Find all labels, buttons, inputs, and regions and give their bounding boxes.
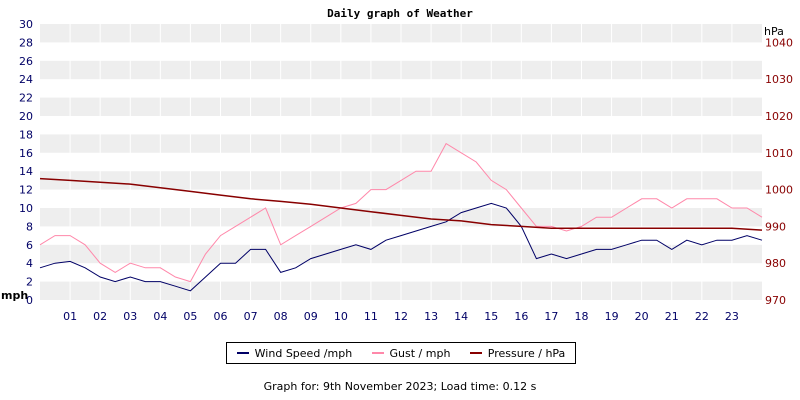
legend-item-pressure: Pressure / hPa (469, 346, 566, 360)
left-tick-label: 6 (26, 239, 33, 252)
right-axis-unit: hPa (764, 25, 784, 38)
left-tick-label: 28 (19, 36, 33, 49)
left-axis-unit: mph (1, 289, 28, 302)
x-tick-label: 08 (274, 310, 288, 323)
left-tick-label: 26 (19, 55, 33, 68)
right-tick-label: 980 (765, 257, 786, 270)
x-tick-label: 07 (244, 310, 258, 323)
left-tick-label: 0 (26, 294, 33, 307)
legend-item-wind: Wind Speed /mph (236, 346, 353, 360)
legend-pressure-label: Pressure / hPa (487, 346, 566, 360)
x-tick-label: 05 (183, 310, 197, 323)
x-tick-label: 23 (725, 310, 739, 323)
left-tick-label: 4 (26, 257, 33, 270)
x-tick-label: 06 (214, 310, 228, 323)
x-tick-label: 16 (514, 310, 528, 323)
x-tick-label: 04 (153, 310, 167, 323)
right-tick-label: 1030 (765, 73, 793, 86)
right-tick-label: 990 (765, 220, 786, 233)
x-tick-label: 13 (424, 310, 438, 323)
left-tick-label: 12 (19, 184, 33, 197)
right-tick-label: 970 (765, 294, 786, 307)
right-tick-label: 1040 (765, 36, 793, 49)
x-tick-label: 17 (544, 310, 558, 323)
x-tick-label: 21 (665, 310, 679, 323)
x-tick-label: 14 (454, 310, 468, 323)
left-tick-label: 30 (19, 18, 33, 31)
left-tick-label: 2 (26, 276, 33, 289)
left-tick-label: 14 (19, 165, 33, 178)
x-tick-label: 11 (364, 310, 378, 323)
right-tick-label: 1000 (765, 184, 793, 197)
gust-swatch (371, 352, 384, 354)
right-tick-label: 1010 (765, 147, 793, 160)
left-tick-label: 16 (19, 147, 33, 160)
x-tick-label: 09 (304, 310, 318, 323)
right-tick-label: 1020 (765, 110, 793, 123)
pressure-series-line (39, 177, 763, 231)
chart-title: Daily graph of Weather (327, 7, 473, 20)
legend-wind-label: Wind Speed /mph (254, 346, 353, 360)
x-tick-label: 02 (93, 310, 107, 323)
x-tick-label: 12 (394, 310, 408, 323)
x-tick-label: 10 (334, 310, 348, 323)
x-tick-label: 20 (635, 310, 649, 323)
left-tick-label: 8 (26, 220, 33, 233)
x-tick-label: 22 (695, 310, 709, 323)
left-tick-label: 18 (19, 128, 33, 141)
chart-legend: Wind Speed /mph Gust / mph Pressure / hP… (226, 342, 576, 364)
x-tick-label: 15 (484, 310, 498, 323)
x-tick-label: 03 (123, 310, 137, 323)
x-tick-label: 19 (605, 310, 619, 323)
gust-series-line (39, 142, 763, 283)
pressure-swatch (469, 352, 482, 354)
legend-gust-label: Gust / mph (389, 346, 451, 360)
x-tick-label: 01 (63, 310, 77, 323)
graph-footer: Graph for: 9th November 2023; Load time:… (263, 380, 537, 393)
x-tick-label: 18 (575, 310, 589, 323)
left-tick-label: 20 (19, 110, 33, 123)
left-tick-label: 24 (19, 73, 33, 86)
legend-item-gust: Gust / mph (371, 346, 451, 360)
wind-speed-series-line (39, 202, 763, 292)
left-tick-label: 22 (19, 92, 33, 105)
wind-swatch (236, 352, 249, 354)
left-tick-label: 10 (19, 202, 33, 215)
